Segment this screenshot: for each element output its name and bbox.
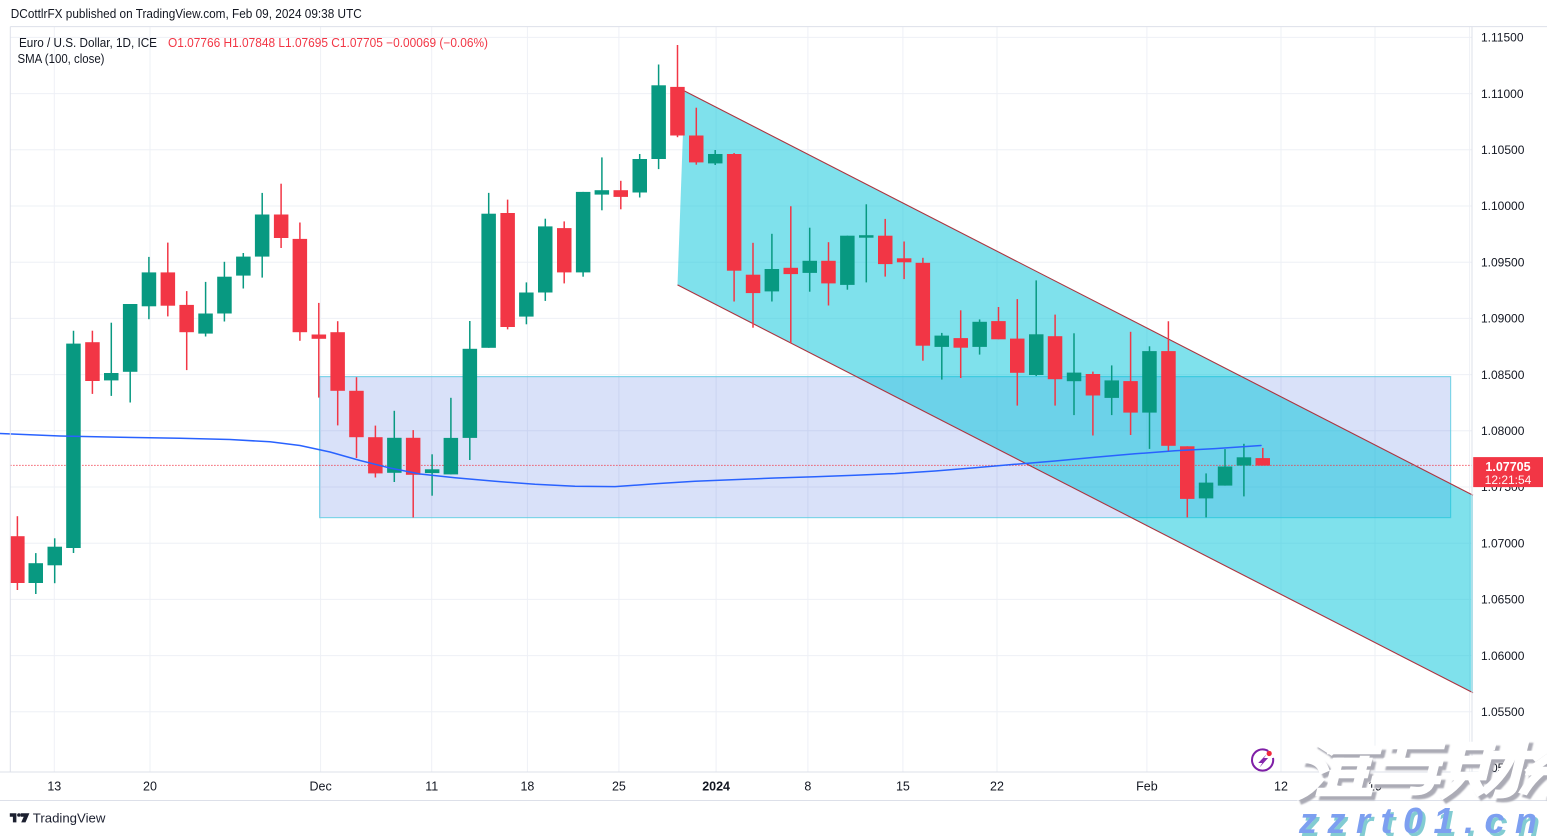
svg-text:8: 8 (804, 780, 811, 794)
svg-text:O1.07766 H1.07848 L1.07695: O1.07766 H1.07848 L1.07695 C1.07705 −0.0… (168, 36, 488, 50)
svg-text:12:21:54: 12:21:54 (1485, 473, 1532, 487)
svg-text:22: 22 (990, 780, 1004, 794)
svg-text:25: 25 (612, 780, 626, 794)
svg-text:1.06000: 1.06000 (1481, 649, 1525, 663)
svg-text:1.09000: 1.09000 (1481, 312, 1525, 326)
svg-text:Feb: Feb (1136, 780, 1158, 794)
svg-text:11: 11 (425, 780, 438, 794)
svg-text:zzrt01.cn: zzrt01.cn (1298, 800, 1537, 836)
svg-text:DCottlrFX published on Trading: DCottlrFX published on TradingView.com, … (11, 7, 362, 21)
svg-text:18: 18 (520, 780, 534, 794)
svg-text:1.08500: 1.08500 (1481, 368, 1525, 382)
svg-text:SMA (100, close): SMA (100, close) (18, 52, 105, 66)
svg-text:1.05500: 1.05500 (1481, 705, 1525, 719)
svg-text:1.10000: 1.10000 (1481, 199, 1525, 213)
svg-text:1.10500: 1.10500 (1481, 143, 1525, 157)
svg-text:1.06500: 1.06500 (1481, 593, 1525, 607)
svg-text:20: 20 (143, 780, 157, 794)
svg-text:1.08000: 1.08000 (1481, 424, 1525, 438)
svg-text:zzrt01.cn: zzrt01.cn (1301, 803, 1540, 836)
svg-text:1.09500: 1.09500 (1481, 255, 1525, 269)
svg-text:Dec: Dec (309, 780, 331, 794)
svg-text:15: 15 (896, 780, 910, 794)
svg-text:1.11500: 1.11500 (1481, 31, 1524, 45)
svg-text:1.07000: 1.07000 (1481, 536, 1525, 550)
svg-text:Euro / U.S. Dollar, 1D, ICE: Euro / U.S. Dollar, 1D, ICE (19, 36, 157, 50)
svg-text:13: 13 (47, 780, 61, 794)
svg-text:TradingView: TradingView (33, 811, 106, 826)
svg-text:12: 12 (1274, 780, 1288, 794)
svg-text:1.07705: 1.07705 (1485, 460, 1530, 474)
svg-text:2024: 2024 (702, 780, 730, 794)
svg-text:1.11000: 1.11000 (1481, 87, 1524, 101)
